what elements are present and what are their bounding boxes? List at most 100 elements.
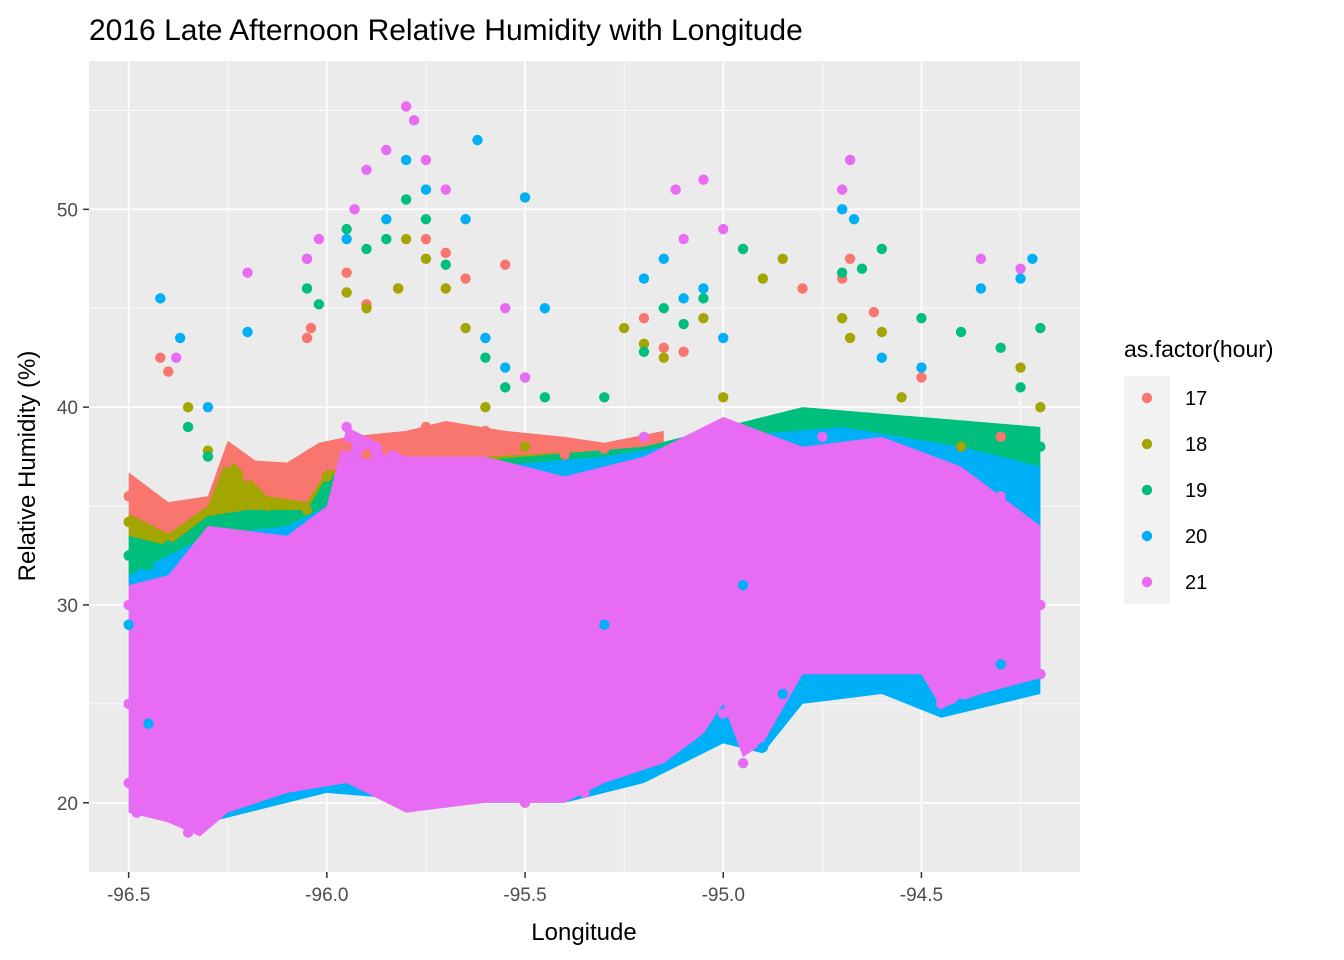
y-axis-title: Relative Humidity (%) [14,351,41,582]
data-point-hour-20 [599,619,610,630]
data-point-hour-21 [836,184,848,195]
data-point-hour-21 [123,599,134,611]
data-point-hour-21 [936,698,947,710]
data-point-hour-21 [349,204,360,215]
data-point-hour-21 [995,490,1006,502]
legend-title: as.factor(hour) [1124,336,1274,362]
data-point-hour-20 [460,214,471,225]
data-point-hour-20 [658,253,669,265]
data-point-hour-17 [341,441,352,452]
data-point-hour-17 [361,449,372,460]
data-point-hour-21 [143,659,154,670]
data-point-hour-18 [341,287,352,298]
data-point-hour-19 [202,451,214,462]
data-point-hour-21 [718,708,729,719]
data-point-hour-18 [400,233,412,245]
data-point-hour-20 [678,293,689,304]
data-point-hour-18 [1015,362,1026,373]
data-point-hour-19 [599,392,610,403]
data-point-hour-18 [876,326,887,338]
data-point-hour-19 [876,243,887,255]
data-point-hour-18 [480,401,491,413]
data-point-hour-18 [420,253,432,265]
data-points [123,101,1046,838]
data-point-hour-17 [381,443,392,454]
data-point-hour-18 [836,312,848,324]
data-point-hour-17 [995,431,1006,443]
data-point-hour-21 [638,431,650,443]
data-point-hour-20 [381,214,392,225]
y-tick-label: 40 [57,398,78,419]
data-point-hour-20 [242,326,253,338]
legend-key-17 [1141,392,1153,404]
data-point-hour-17 [559,449,570,460]
data-point-hour-17 [658,342,669,354]
data-point-hour-21 [341,421,352,433]
data-point-hour-19 [242,510,253,522]
x-tick-label: -94.5 [900,885,943,906]
data-point-hour-20 [1015,273,1026,284]
data-point-hour-21 [202,688,214,700]
data-point-hour-21 [896,619,907,630]
legend-label: 20 [1185,526,1207,548]
data-point-hour-18 [262,500,273,512]
legend-label: 21 [1185,572,1207,594]
data-point-hour-21 [876,500,887,512]
y-axis: 20 30 40 50 [57,200,89,815]
data-point-hour-17 [222,457,233,468]
data-point-hour-21 [420,154,432,166]
data-point-hour-17 [305,322,317,334]
data-point-hour-19 [698,293,709,304]
data-point-hour-19 [638,346,650,357]
data-point-hour-21 [400,101,412,112]
data-point-hour-21 [757,461,769,472]
data-point-hour-20 [155,293,166,304]
data-point-hour-21 [559,560,570,571]
data-point-hour-18 [519,441,531,452]
data-point-hour-18 [123,516,134,528]
data-point-hour-21 [599,520,610,532]
data-point-hour-21 [131,807,142,818]
data-point-hour-21 [194,807,206,818]
data-point-hour-21 [182,827,194,838]
data-point-hour-17 [155,352,166,363]
x-tick-label: -95.5 [503,885,546,906]
data-point-hour-20 [174,332,186,344]
data-point-hour-19 [737,243,749,255]
data-point-hour-21 [579,787,590,799]
x-axis: -96.5 -96.0 -95.5 -95.0 -94.5 [107,872,943,906]
data-point-hour-21 [777,599,788,611]
data-point-hour-20 [519,192,531,203]
data-point-hour-19 [143,560,154,571]
data-point-hour-18 [361,303,372,314]
point-clouds [128,407,1041,837]
data-point-hour-21 [658,481,669,492]
legend: as.factor(hour) 17 18 19 20 21 [1124,336,1274,604]
data-point-hour-21 [975,253,987,265]
data-point-hour-21 [670,184,681,195]
data-point-hour-19 [916,312,927,324]
data-point-hour-17 [301,465,313,476]
data-point-hour-18 [143,530,154,541]
data-point-hour-20 [123,619,134,630]
data-point-hour-17 [262,485,273,496]
data-point-hour-21 [420,738,432,749]
data-point-hour-17 [400,433,412,445]
data-point-hour-21 [500,303,511,314]
y-tick-label: 20 [57,794,78,815]
legend-key-19 [1141,484,1153,496]
data-point-hour-17 [163,366,174,377]
data-point-hour-19 [341,223,352,235]
data-point-hour-20 [718,332,729,344]
data-point-hour-18 [638,338,650,350]
data-point-hour-20 [1027,253,1038,265]
data-point-hour-21 [123,777,134,789]
data-point-hour-20 [539,303,551,314]
data-point-hour-21 [440,184,451,195]
data-point-hour-20 [848,214,860,225]
data-point-hour-20 [836,204,848,215]
data-point-hour-19 [658,303,669,314]
data-point-hour-20 [143,718,154,729]
data-point-hour-21 [678,233,689,245]
